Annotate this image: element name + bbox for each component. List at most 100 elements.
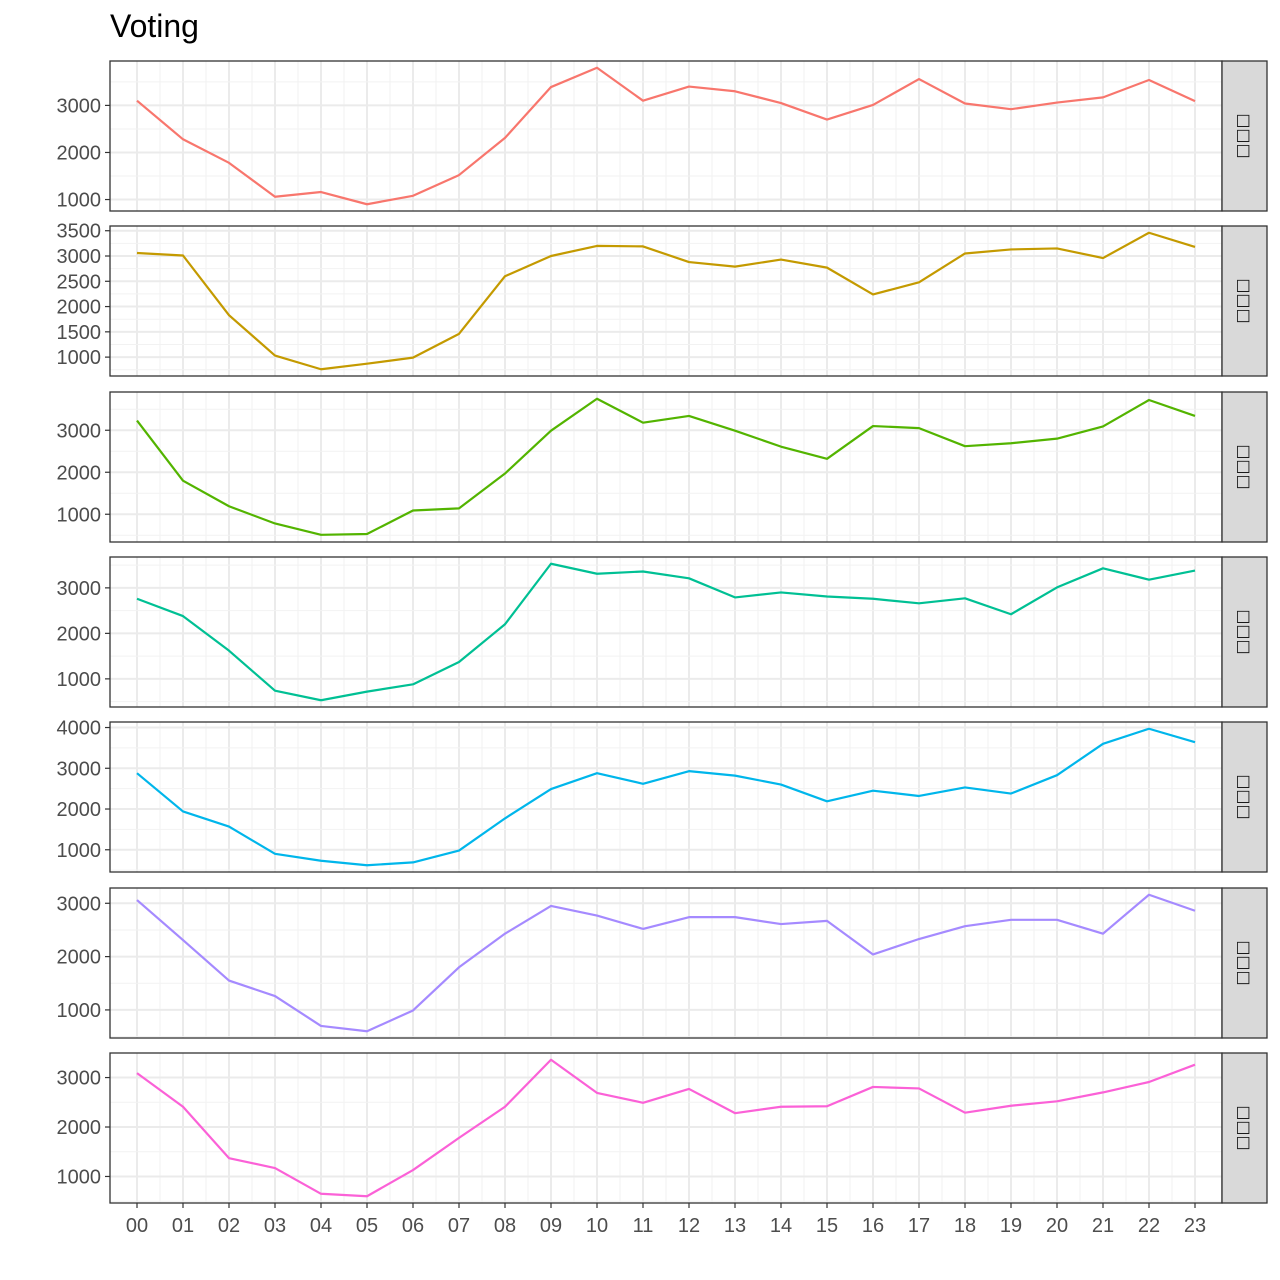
data-point: [641, 781, 646, 786]
facet-strip: [1221, 391, 1268, 543]
data-point: [503, 1104, 508, 1109]
data-point: [779, 1104, 784, 1109]
x-tick-label: 03: [264, 1215, 286, 1237]
x-tick-label: 09: [540, 1215, 562, 1237]
x-tick-label: 20: [1046, 1215, 1068, 1237]
y-tick-label: 1000: [57, 840, 102, 862]
x-tick-label: 17: [908, 1215, 930, 1237]
data-point: [457, 173, 462, 178]
data-point: [779, 101, 784, 106]
data-point: [1009, 612, 1014, 617]
y-axis-4: 1000 2000 3000: [57, 578, 110, 691]
data-point: [319, 532, 324, 537]
data-point: [549, 561, 554, 566]
y-tick-label: 3000: [57, 420, 102, 442]
data-point: [273, 194, 278, 199]
data-point: [319, 698, 324, 703]
data-point: [365, 1029, 370, 1034]
x-tick-label: 12: [678, 1215, 700, 1237]
data-point: [779, 444, 784, 449]
facet-strip-label: □□□: [1235, 113, 1254, 158]
data-point: [779, 782, 784, 787]
data-point: [181, 614, 186, 619]
data-point: [595, 1090, 600, 1095]
data-point: [779, 922, 784, 927]
facet-panels: 1000 2000 3000 □□□ 1000 1500 2000 2500 3000 3500 □…: [57, 60, 1268, 1204]
series-line-6: [136, 893, 1196, 1033]
y-tick-label: 1000: [57, 1166, 102, 1188]
y-tick-label: 2000: [57, 1117, 102, 1139]
data-point: [365, 531, 370, 536]
data-point: [135, 250, 140, 255]
data-point: [365, 202, 370, 207]
facet-strip-label: □□□: [1235, 774, 1254, 819]
y-tick-label: 2000: [57, 947, 102, 969]
data-point: [1193, 908, 1198, 913]
data-point: [181, 809, 186, 814]
data-point: [503, 931, 508, 936]
data-point: [687, 1086, 692, 1091]
series-line-5: [136, 727, 1196, 867]
grid-lines: [110, 722, 1222, 872]
data-point: [549, 787, 554, 792]
data-point: [733, 264, 738, 269]
data-point: [411, 1008, 416, 1013]
data-point: [227, 648, 232, 653]
y-tick-label: 3000: [57, 95, 102, 117]
x-tick-label: 07: [448, 1215, 470, 1237]
data-point: [595, 65, 600, 70]
grid-lines: [110, 888, 1222, 1038]
data-point: [963, 1110, 968, 1115]
data-point: [411, 860, 416, 865]
data-point: [503, 622, 508, 627]
data-point: [871, 292, 876, 297]
x-tick-label: 06: [402, 1215, 424, 1237]
data-point: [1193, 740, 1198, 745]
data-point: [641, 1100, 646, 1105]
data-point: [917, 77, 922, 82]
facet-panel-5: 1000 2000 3000 4000 □□□: [57, 718, 1268, 873]
data-point: [319, 1191, 324, 1196]
x-tick-label: 23: [1184, 1215, 1206, 1237]
series-line-7: [136, 1058, 1196, 1198]
data-point: [365, 1194, 370, 1199]
x-tick-label: 02: [218, 1215, 240, 1237]
data-point: [503, 274, 508, 279]
data-point: [825, 799, 830, 804]
data-point: [1055, 585, 1060, 590]
data-point: [549, 85, 554, 90]
series-line-3: [136, 397, 1196, 536]
facet-strip: [1221, 556, 1268, 708]
facet-strip-label: □□□: [1235, 278, 1254, 323]
y-tick-label: 3000: [57, 1068, 102, 1090]
data-point: [273, 353, 278, 358]
data-point: [825, 265, 830, 270]
x-tick-label: 15: [816, 1215, 838, 1237]
data-point: [871, 424, 876, 429]
facet-panel-3: 1000 2000 3000 □□□: [57, 391, 1268, 543]
data-point: [595, 571, 600, 576]
data-point: [1101, 95, 1106, 100]
series-line-4: [136, 562, 1196, 702]
data-point: [227, 504, 232, 509]
data-point: [181, 137, 186, 142]
data-point: [411, 682, 416, 687]
x-tick-label: 18: [954, 1215, 976, 1237]
data-point: [457, 660, 462, 665]
facet-panel-6: 1000 2000 3000 □□□: [57, 887, 1268, 1039]
grid-lines: [110, 1053, 1222, 1203]
data-point: [871, 102, 876, 107]
data-point: [963, 785, 968, 790]
data-point: [181, 478, 186, 483]
data-point: [595, 913, 600, 918]
data-point: [135, 98, 140, 103]
data-point: [1055, 1099, 1060, 1104]
x-tick-label: 10: [586, 1215, 608, 1237]
data-point: [135, 418, 140, 423]
y-tick-label: 2500: [57, 271, 102, 293]
data-point: [1147, 577, 1152, 582]
data-point: [135, 596, 140, 601]
data-point: [917, 426, 922, 431]
data-point: [181, 938, 186, 943]
facet-strip-label: □□□: [1235, 444, 1254, 489]
